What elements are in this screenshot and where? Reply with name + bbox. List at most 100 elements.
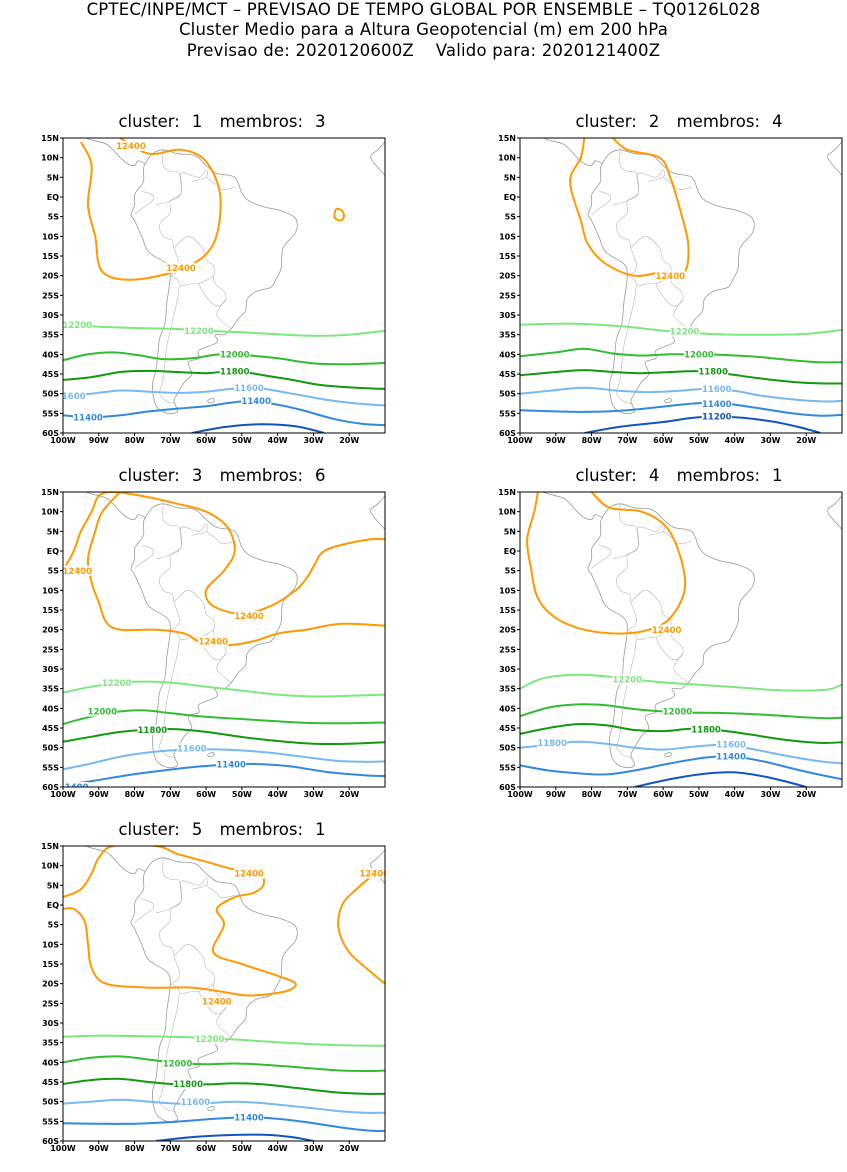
lat-tick-label: 45S [42,1078,59,1087]
contour-11600 [63,387,385,407]
lon-tick-label: 70W [160,790,180,799]
lon-tick-label: 40W [268,1144,288,1153]
country-border [205,885,235,898]
lon-tick-label: 30W [303,790,323,799]
contour-label: 12400 [198,638,228,648]
lat-tick-label: EQ [504,547,516,556]
lat-tick-label: 20S [42,626,59,635]
contour-11200 [191,423,325,433]
geopotential-map: 12400 12200 12000 11800 11600 11400 11200 15N 10… [498,134,843,445]
lat-tick-label: 30S [42,311,59,320]
lon-tick-label: 90W [89,790,109,799]
contour-11400 [63,1116,385,1133]
lon-tick-label: 100W [507,436,533,445]
central-america-coastline [541,492,603,521]
lat-tick-label: 55S [42,409,59,418]
lat-tick-label: 5N [504,527,516,536]
contour-label-bg [662,706,693,717]
contour-11800 [520,722,842,744]
contour-label-bg [651,624,682,635]
lat-tick-label: 20S [499,272,516,281]
lon-tick-label: 20W [339,790,359,799]
country-border [655,275,684,307]
map-layer: 12400 12400 12400 12200 12000 11800 11600 11400 [63,846,385,1141]
forecast-label: Previsao de: [186,41,290,60]
geopotential-map: 12400 12400 12400 12200 12000 11800 11600 11400… [41,842,386,1153]
lat-tick-label: 5N [47,173,59,182]
forecast-date: 2020120600Z [295,41,414,60]
country-border [155,503,183,560]
membros-number: 3 [315,112,326,131]
membros-label: membros: [676,466,761,485]
membros-number: 1 [315,820,326,839]
lat-tick-label: 5S [48,567,60,576]
map-frame [62,845,386,1142]
lat-tick-label: 20S [42,272,59,281]
lon-tick-label: 90W [546,436,566,445]
falklands-coastline [207,751,215,758]
lat-tick-label: 5S [505,567,517,576]
lon-tick-label: 80W [582,436,602,445]
lat-tick-label: 10S [42,586,59,595]
lon-tick-label: 50W [232,790,252,799]
lon-tick-label: 60W [196,790,216,799]
contour-label-bg [115,140,146,151]
lat-tick-label: 25S [42,999,59,1008]
contour-11400 [63,400,385,427]
contour-label: 12400 [234,870,264,880]
contour-label-bg [537,737,568,748]
contour-label-bg [359,868,385,879]
geopotential-map: 12400 12400 12200 12200 12000 11800 1600 11600 1… [41,134,386,445]
country-border [170,235,215,286]
lat-tick-label: 30S [42,1019,59,1028]
contour-label-bg [234,382,265,393]
contour-12400 [526,492,687,635]
falklands-coastline [664,751,672,758]
contour-label-bg [166,262,197,273]
valid-label: Valido para: [435,41,537,60]
panel-title: cluster: 1 membros: 3 [60,112,384,132]
lon-tick-label: 40W [725,436,745,445]
lon-tick-label: 100W [50,1144,76,1153]
africa-coastline [827,495,842,530]
contour-label-bg [162,1058,193,1069]
cluster-panel-4: cluster: 4 membros: 1 12400 12200 12000 11800… [457,466,843,811]
country-border [616,169,665,276]
contour-label: 1600 [62,392,86,402]
cluster-label: cluster: [118,112,180,131]
country-border [134,190,155,215]
contour-11600 [63,748,385,771]
lat-tick-label: 40S [42,350,59,359]
header-title: CPTEC/INPE/MCT – PREVISAO DE TEMPO GLOBA… [86,0,761,19]
contour-label: 12200 [184,327,214,337]
lat-tick-label: 25S [42,291,59,300]
lat-tick-label: 10N [41,154,59,163]
contour-11600 [520,740,842,765]
lon-tick-label: 100W [507,790,533,799]
south-america-coastline [130,857,298,1123]
lon-tick-label: 90W [89,436,109,445]
contour-label-bg [173,1078,204,1089]
lat-tick-label: 5N [47,881,59,890]
lat-tick-label: EQ [47,547,59,556]
contour-label: 11400 [216,760,246,770]
lon-tick-label: 60W [196,436,216,445]
contour-label: 12400 [234,612,264,622]
lat-tick-label: 35S [42,331,59,340]
lat-tick-label: 5S [48,921,60,930]
lon-tick-label: 80W [582,790,602,799]
country-border [216,299,232,330]
contour-label: 12400 [655,272,685,282]
contour-label-bg [691,724,722,735]
contour-label: 11800 [691,725,721,735]
contour-label-bg [701,411,732,422]
membros-number: 6 [315,466,326,485]
contour-12000 [63,1055,385,1073]
lon-tick-label: 20W [796,790,816,799]
falklands-coastline [664,397,672,404]
contour-11800 [63,728,385,745]
lat-tick-label: 15N [498,134,516,143]
country-border [198,275,227,307]
caribbean-coastline [562,138,581,139]
contour-label: 11800 [138,726,168,736]
